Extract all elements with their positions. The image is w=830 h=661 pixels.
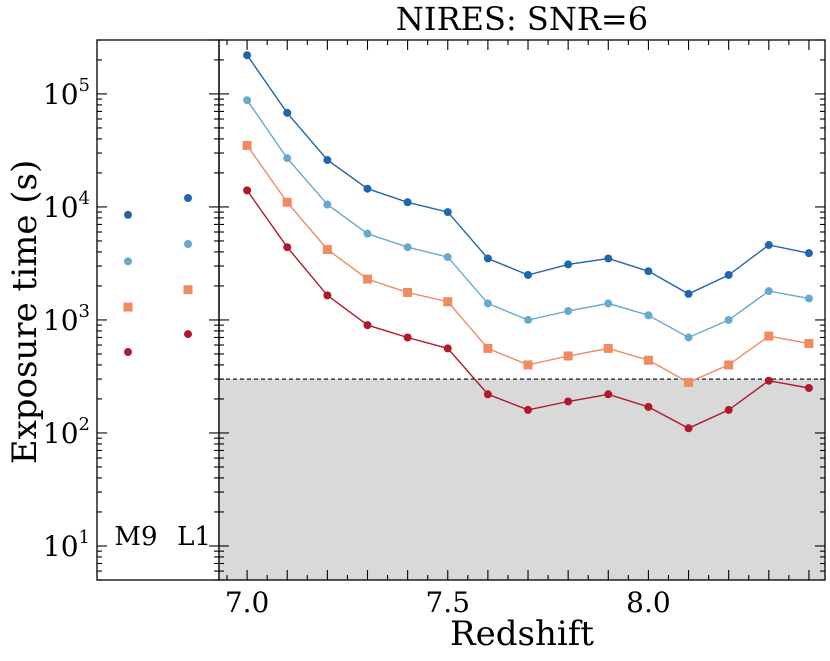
data-point (684, 424, 693, 433)
data-point (643, 355, 653, 365)
data-point (564, 260, 573, 269)
data-point (524, 315, 533, 324)
y-tick-label: 101 (43, 527, 90, 563)
data-point (804, 338, 814, 348)
data-point (764, 331, 774, 341)
reference-panel-markers (123, 193, 193, 357)
data-point (684, 333, 693, 342)
data-point (483, 299, 492, 308)
reference-panel-ticks (97, 39, 219, 581)
data-point (644, 267, 653, 276)
data-point (283, 108, 292, 117)
data-point (283, 243, 292, 252)
data-point (363, 321, 372, 330)
data-point (684, 377, 694, 387)
data-point (243, 186, 252, 195)
data-point (604, 390, 613, 399)
data-point (443, 208, 452, 217)
data-point (804, 294, 813, 303)
data-point (403, 198, 412, 207)
data-point (443, 297, 453, 307)
data-point (724, 360, 734, 370)
data-point (564, 307, 573, 316)
x-tick-label: 7.0 (225, 586, 270, 619)
reference-point (184, 330, 192, 339)
chart-title: NIRES: SNR=6 (396, 0, 648, 38)
data-point (483, 390, 492, 399)
data-point (363, 184, 372, 193)
reference-panel: M9 L1 (96, 39, 220, 581)
data-point (524, 270, 533, 279)
data-point (282, 197, 292, 207)
data-point (524, 405, 533, 414)
data-point (243, 96, 252, 105)
reference-label-l1: L1 (177, 522, 211, 552)
y-tick-labels: 101 102 103 104 105 (43, 75, 90, 563)
reference-panel-frame (96, 39, 220, 581)
data-point (443, 344, 452, 353)
x-tick-label: 7.5 (425, 586, 470, 619)
data-point (564, 397, 573, 406)
reference-point (184, 193, 192, 202)
data-point (283, 154, 292, 163)
x-tick-label: 8.0 (626, 586, 671, 619)
data-point (604, 254, 613, 263)
data-point (323, 156, 332, 165)
series-lines (246, 54, 810, 430)
data-point (403, 333, 412, 342)
data-point (322, 245, 332, 255)
x-tick-labels: 7.0 7.5 8.0 (225, 586, 671, 619)
reference-point (124, 257, 132, 266)
below-threshold-shading (219, 379, 825, 580)
reference-point (124, 210, 132, 219)
y-tick-label: 104 (43, 188, 90, 224)
data-point (323, 200, 332, 209)
y-tick-label: 102 (43, 414, 90, 450)
series-line-1 (246, 54, 810, 295)
data-point (362, 274, 372, 284)
data-point (644, 311, 653, 320)
series-markers (242, 51, 814, 433)
series-line-2 (246, 99, 810, 339)
data-point (604, 299, 613, 308)
data-point (483, 254, 492, 263)
data-point (764, 241, 773, 250)
data-point (363, 229, 372, 238)
data-point (724, 405, 733, 414)
data-point (242, 140, 252, 150)
data-point (443, 253, 452, 262)
main-plot: 7.0 7.5 8.0 (218, 39, 826, 619)
reference-point (184, 239, 192, 248)
reference-point (123, 302, 133, 312)
main-plot-frame (218, 39, 826, 581)
data-point (603, 343, 613, 353)
data-point (644, 402, 653, 411)
y-axis-label: Exposure time (s) (5, 160, 45, 464)
data-point (804, 383, 813, 392)
data-point (724, 270, 733, 279)
y-tick-label: 103 (43, 301, 90, 337)
data-point (523, 360, 533, 370)
y-tick-label: 105 (43, 75, 90, 111)
data-point (764, 287, 773, 296)
main-plot-ticks (219, 39, 825, 581)
data-point (764, 376, 773, 385)
reference-point (124, 348, 132, 357)
data-point (243, 51, 252, 60)
x-axis-label: Redshift (450, 614, 594, 654)
data-point (403, 243, 412, 252)
data-point (323, 291, 332, 300)
series-line-3 (246, 144, 810, 384)
data-point (403, 287, 413, 297)
data-point (804, 249, 813, 258)
data-point (684, 289, 693, 298)
data-point (724, 315, 733, 324)
data-point (563, 351, 573, 361)
reference-label-m9: M9 (114, 522, 157, 552)
data-point (483, 343, 493, 353)
reference-point (183, 285, 193, 295)
